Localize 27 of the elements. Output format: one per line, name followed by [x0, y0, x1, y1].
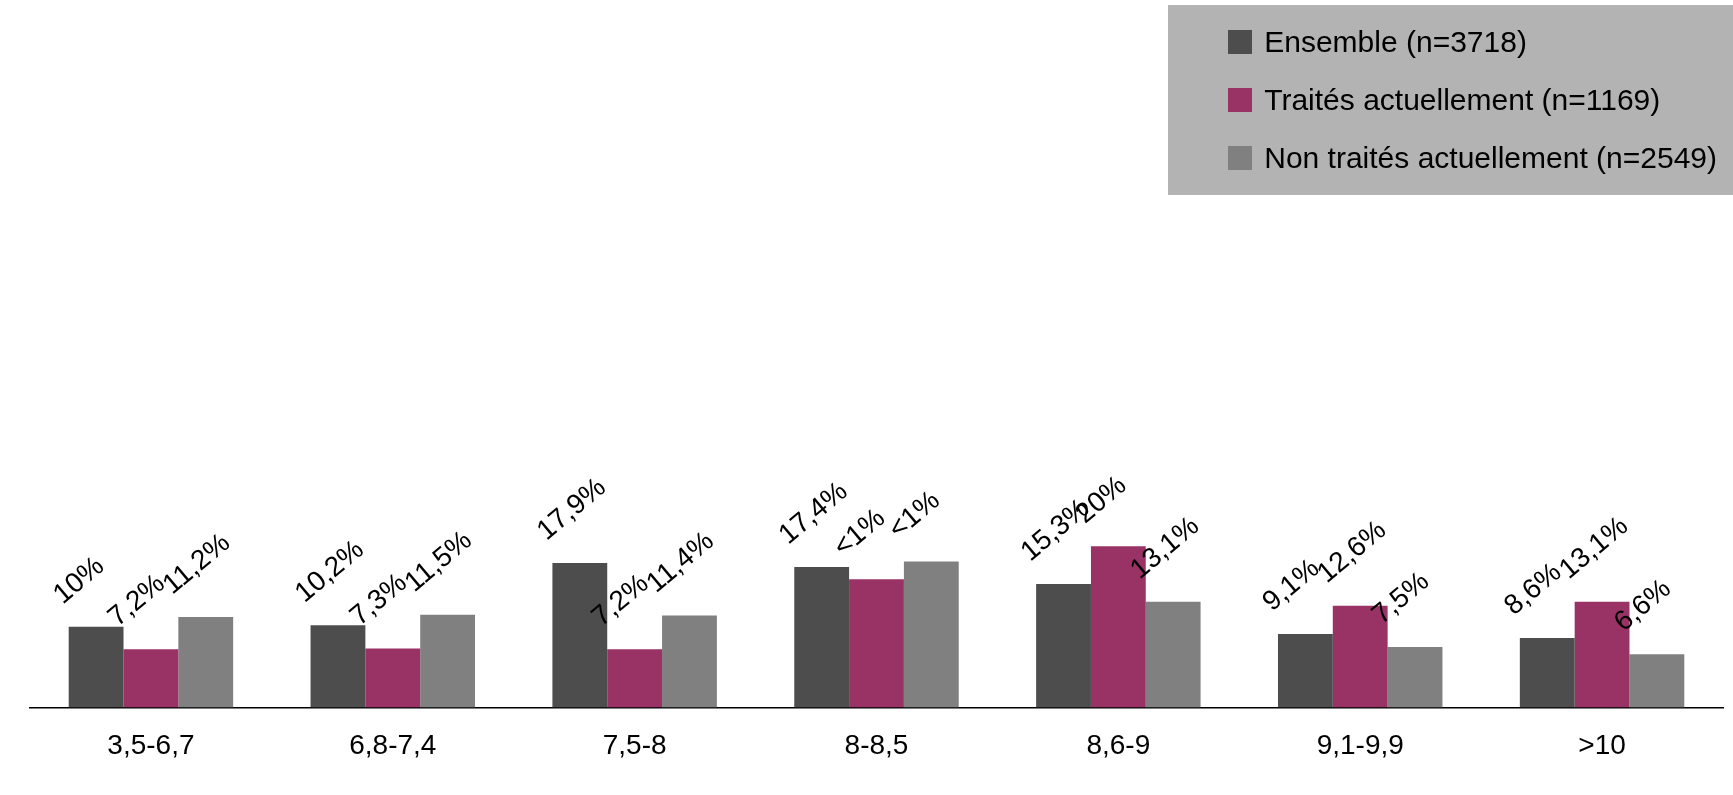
legend-label: Non traités actuellement (n=2549): [1264, 141, 1717, 175]
bar: [662, 615, 717, 708]
x-tick-label: 8-8,5: [844, 728, 909, 760]
bar: [68, 626, 124, 708]
bar: [607, 649, 663, 708]
bar: [1387, 646, 1443, 708]
x-tick-label: 6,8-7,4: [349, 728, 437, 760]
bar: [1036, 584, 1091, 708]
bar: [420, 614, 476, 708]
bar: [310, 625, 366, 708]
bar: [178, 617, 234, 708]
bar: [123, 649, 179, 708]
x-tick-label: 7,5-8: [602, 728, 667, 760]
bar: [1629, 654, 1685, 708]
x-tick-label: 3,5-6,7: [107, 728, 195, 760]
bar: [849, 579, 904, 708]
x-tick-label: 8,6-9: [1086, 728, 1151, 760]
bar: [1519, 638, 1575, 708]
x-tick-label: 9,1-9,9: [1316, 728, 1404, 760]
legend-label: Traités actuellement (n=1169): [1264, 83, 1661, 117]
bar: [1145, 601, 1201, 708]
bar: [365, 648, 421, 708]
bar: [903, 561, 959, 708]
bar: [1277, 634, 1333, 708]
legend-label: Ensemble (n=3718): [1264, 25, 1527, 59]
bar: [794, 567, 850, 708]
x-tick-label: >10: [1578, 728, 1626, 760]
